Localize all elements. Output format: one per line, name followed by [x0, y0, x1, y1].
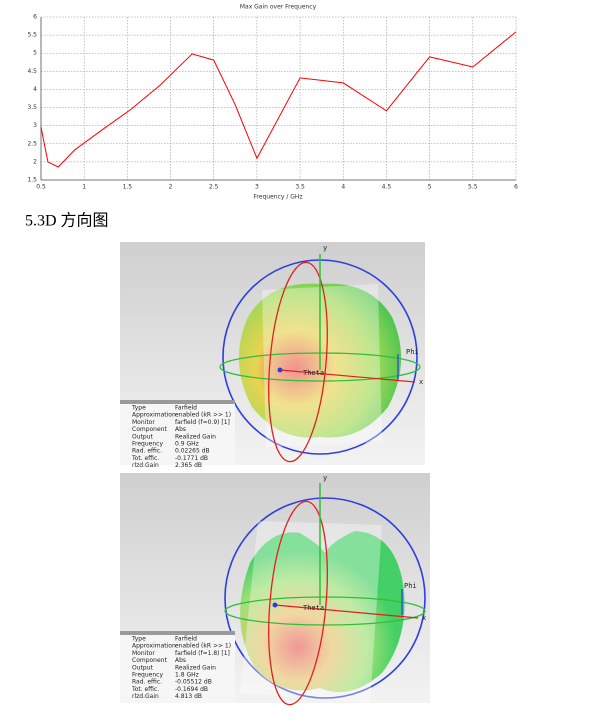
- info-panel: [120, 631, 235, 703]
- info-value: -0.1694 dB: [175, 686, 208, 693]
- x-axis: [274, 604, 419, 619]
- info-value: -0.1771 dB: [175, 455, 208, 462]
- info-key: Tot. effic.: [131, 686, 159, 693]
- info-key: rlzd.Gain: [132, 462, 159, 469]
- theta-circle: [268, 261, 328, 463]
- info-value: Farfield: [175, 636, 197, 643]
- info-value: 1.8 GHz: [175, 672, 199, 679]
- y-tick-label: 4: [33, 86, 37, 93]
- y-tick-label: 4.5: [27, 68, 37, 75]
- info-value: Abs: [175, 657, 186, 664]
- info-value: farfield (f=0.9) [1]: [175, 419, 230, 426]
- x-tick-label: 2: [169, 184, 173, 191]
- axis-label: y: [323, 244, 327, 252]
- x-tick-label: 6: [514, 184, 518, 191]
- info-value: farfield (f=1.8) [1]: [175, 650, 230, 657]
- phi-circle: [224, 596, 426, 626]
- info-value: 2.365 dB: [175, 462, 202, 469]
- info-value: enabled (kR >> 1): [175, 643, 231, 650]
- info-value: Realized Gain: [175, 664, 216, 671]
- section-heading: 5.3D 方向图: [25, 212, 109, 230]
- x-tick-label: 1: [82, 184, 86, 191]
- reference-circle: [224, 497, 426, 699]
- axis-label: x: [419, 378, 423, 386]
- axis-label: Theta: [303, 604, 324, 612]
- info-key: Output: [132, 433, 153, 440]
- info-value: Abs: [175, 426, 186, 433]
- info-value: 0.02265 dB: [175, 448, 210, 455]
- axis-label: Phi: [406, 348, 419, 356]
- plane: [262, 284, 382, 447]
- axis-label: x: [422, 614, 426, 622]
- info-value: 0.9 GHz: [175, 441, 199, 448]
- origin: [277, 367, 283, 373]
- info-value: Farfield: [175, 405, 197, 412]
- x-tick-label: 4.5: [382, 184, 392, 191]
- info-key: Tot. effic.: [131, 455, 159, 462]
- y-tick-label: 2: [33, 158, 37, 165]
- x-axis-label: Frequency / GHz: [253, 194, 302, 201]
- x-tick-label: 4: [341, 184, 345, 191]
- info-value: -0.05512 dB: [175, 679, 212, 686]
- info-key: Type: [131, 405, 146, 412]
- info-key: Monitor: [132, 650, 155, 657]
- x-tick-label: 5: [428, 184, 432, 191]
- info-bar: [120, 631, 235, 635]
- info-key: Type: [131, 636, 146, 643]
- y-tick-label: 3: [33, 122, 37, 129]
- info-value: Realized Gain: [175, 433, 216, 440]
- axis-label: Phi: [404, 582, 417, 590]
- data-line: [40, 31, 517, 168]
- x-tick-label: 3.5: [295, 184, 305, 191]
- info-key: Rad. effic.: [132, 679, 162, 686]
- x-axis: [279, 369, 416, 383]
- pattern-lobe: [240, 531, 405, 693]
- x-tick-label: 1.5: [123, 184, 133, 191]
- y-tick-label: 5.5: [27, 32, 37, 39]
- x-tick-label: 2.5: [209, 184, 219, 191]
- info-key: Component: [132, 657, 167, 664]
- info-key: Component: [132, 426, 167, 433]
- x-tick-label: 0.5: [36, 184, 46, 191]
- info-key: Rad. effic.: [132, 448, 162, 455]
- info-key: rlzd.Gain: [132, 693, 159, 700]
- info-key: Output: [132, 664, 153, 671]
- y-tick-label: 2.5: [27, 140, 37, 147]
- info-value: 4.813 dB: [175, 693, 202, 700]
- axis-label: Theta: [303, 369, 324, 377]
- info-key: Monitor: [132, 419, 155, 426]
- axis-label: y: [323, 474, 327, 482]
- info-bar: [120, 400, 235, 404]
- y-tick-label: 3.5: [27, 104, 37, 111]
- plane: [240, 521, 382, 703]
- info-key: Frequency: [132, 441, 163, 448]
- y-tick-label: 1.5: [27, 177, 37, 184]
- chart-title: Max Gain over Frequency: [240, 4, 317, 11]
- info-key: Approximation: [132, 412, 176, 419]
- y-tick-label: 5: [33, 50, 37, 57]
- y-tick-label: 6: [33, 14, 37, 21]
- theta-circle: [268, 500, 328, 706]
- info-key: Frequency: [132, 672, 163, 679]
- x-tick-label: 3: [255, 184, 259, 191]
- info-value: enabled (kR >> 1): [175, 412, 231, 419]
- info-key: Approximation: [132, 643, 176, 650]
- origin: [272, 602, 278, 608]
- info-panel: [120, 400, 235, 465]
- chart: Max Gain over Frequency Frequency / GHz …: [27, 4, 518, 201]
- x-tick-label: 5.5: [468, 184, 478, 191]
